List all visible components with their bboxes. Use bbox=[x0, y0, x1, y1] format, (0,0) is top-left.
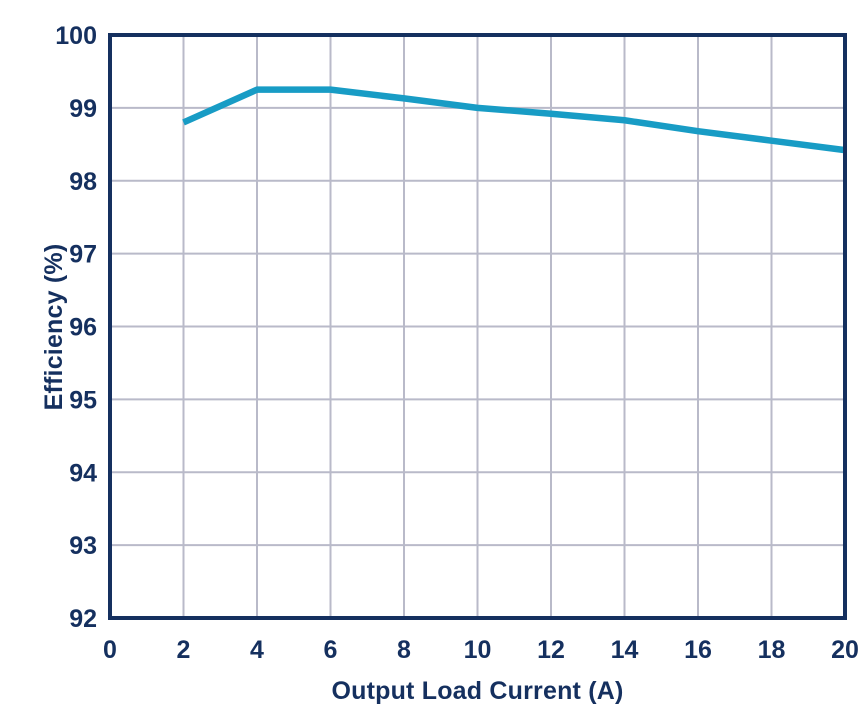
x-tick-label: 12 bbox=[537, 636, 565, 664]
plot-border bbox=[108, 33, 847, 620]
x-tick-label: 4 bbox=[250, 636, 264, 664]
y-tick-label: 100 bbox=[55, 22, 97, 50]
y-tick-label: 97 bbox=[69, 241, 97, 269]
x-tick-label: 16 bbox=[684, 636, 712, 664]
y-tick-label: 94 bbox=[69, 459, 97, 487]
x-tick-label: 10 bbox=[464, 636, 492, 664]
x-tick-label: 6 bbox=[324, 636, 338, 664]
y-tick-label: 93 bbox=[69, 532, 97, 560]
y-tick-label: 95 bbox=[69, 386, 97, 414]
y-tick-label: 92 bbox=[69, 605, 97, 633]
efficiency-line bbox=[182, 86, 846, 154]
y-tick-label: 99 bbox=[69, 95, 97, 123]
y-tick-label: 98 bbox=[69, 168, 97, 196]
y-tick-label: 96 bbox=[69, 314, 97, 342]
x-tick-label: 0 bbox=[103, 636, 117, 664]
x-axis-title: Output Load Current (A) bbox=[331, 677, 624, 705]
y-axis-title: Efficiency (%) bbox=[40, 243, 68, 411]
x-tick-label: 2 bbox=[177, 636, 191, 664]
x-tick-label: 18 bbox=[758, 636, 786, 664]
x-tick-label: 14 bbox=[611, 636, 639, 664]
x-tick-label: 8 bbox=[397, 636, 411, 664]
x-tick-label: 20 bbox=[831, 636, 859, 664]
